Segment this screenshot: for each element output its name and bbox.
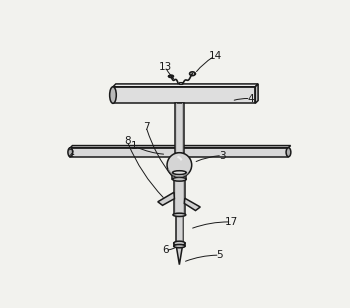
Polygon shape bbox=[70, 146, 290, 148]
Ellipse shape bbox=[174, 245, 185, 248]
Polygon shape bbox=[174, 179, 185, 215]
Polygon shape bbox=[176, 215, 183, 243]
Text: 4: 4 bbox=[247, 94, 254, 103]
Polygon shape bbox=[176, 246, 182, 265]
Bar bbox=[178, 82, 182, 84]
Text: 3: 3 bbox=[219, 151, 225, 160]
Polygon shape bbox=[173, 172, 186, 179]
Ellipse shape bbox=[173, 177, 186, 181]
Ellipse shape bbox=[173, 171, 186, 175]
Ellipse shape bbox=[173, 213, 186, 217]
Text: 7: 7 bbox=[143, 122, 149, 132]
Text: 14: 14 bbox=[208, 51, 222, 61]
Text: 8: 8 bbox=[124, 136, 131, 146]
Polygon shape bbox=[255, 84, 258, 103]
Text: 6: 6 bbox=[162, 245, 168, 255]
Polygon shape bbox=[70, 148, 288, 157]
Text: 5: 5 bbox=[216, 250, 223, 260]
Polygon shape bbox=[113, 87, 255, 103]
Circle shape bbox=[167, 153, 192, 177]
Text: 2: 2 bbox=[67, 149, 73, 159]
Ellipse shape bbox=[110, 87, 116, 103]
Polygon shape bbox=[174, 243, 185, 246]
Text: 1: 1 bbox=[131, 141, 138, 151]
Ellipse shape bbox=[174, 241, 185, 245]
Polygon shape bbox=[184, 198, 200, 211]
Polygon shape bbox=[113, 84, 258, 87]
Text: 13: 13 bbox=[159, 62, 172, 71]
Polygon shape bbox=[175, 103, 184, 153]
Polygon shape bbox=[158, 192, 174, 205]
Ellipse shape bbox=[68, 148, 73, 157]
Text: 17: 17 bbox=[225, 217, 238, 227]
Ellipse shape bbox=[286, 148, 291, 157]
